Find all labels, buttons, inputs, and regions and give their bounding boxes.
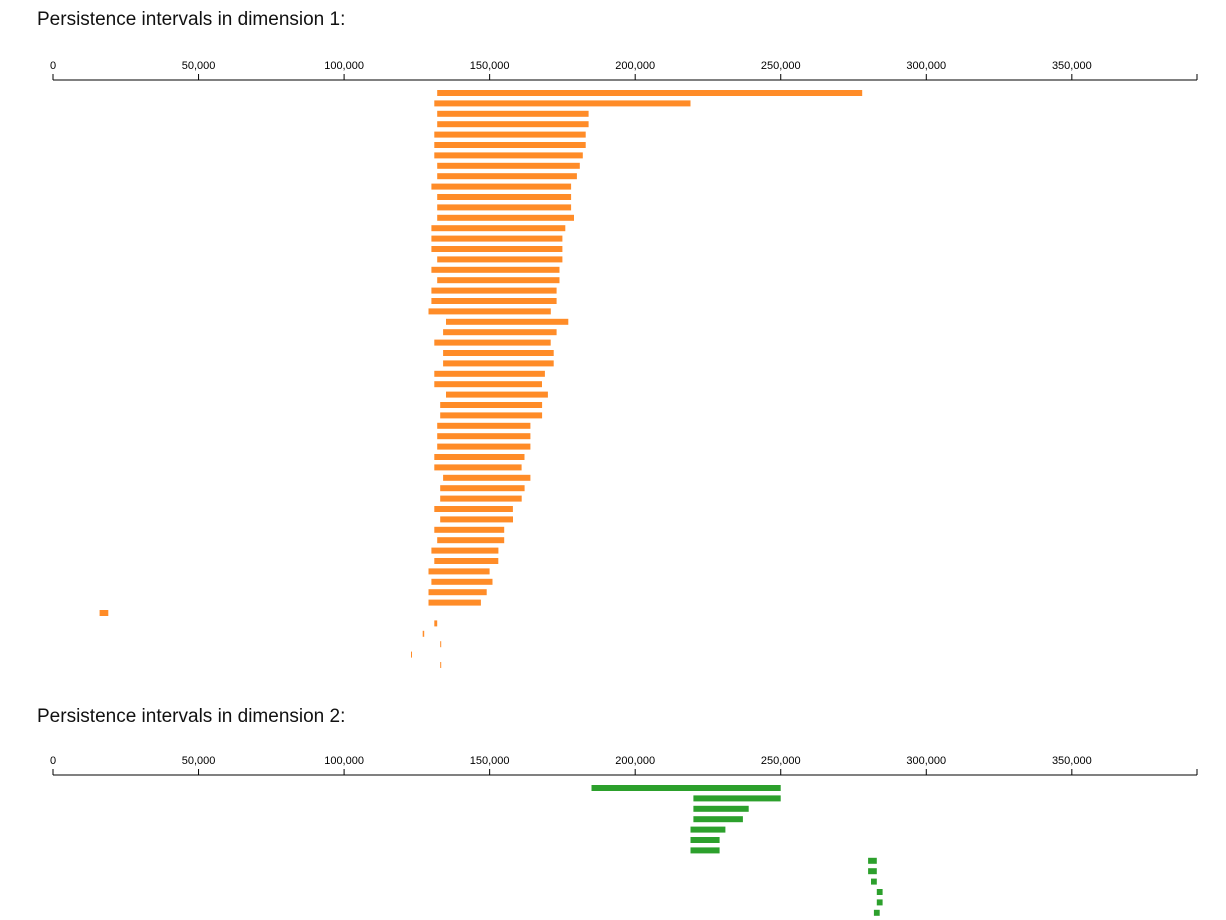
persistence-interval-bar (431, 235, 563, 242)
chart-title-dimension-1: Persistence intervals in dimension 1: (37, 9, 346, 30)
x-tick-label: 0 (50, 60, 56, 72)
persistence-interval-bar (437, 204, 572, 211)
persistence-interval-bar (437, 90, 863, 96)
persistence-interval-bar (690, 826, 726, 833)
x-tick-label: 300,000 (906, 755, 946, 767)
persistence-interval-bar (876, 889, 883, 895)
persistence-interval-bar (437, 277, 560, 284)
persistence-interval-bar (693, 795, 781, 802)
persistence-interval-bar (440, 402, 543, 408)
persistence-interval-bar (434, 620, 438, 627)
persistence-interval-bar (434, 506, 513, 512)
persistence-interval-bar (868, 868, 877, 875)
persistence-interval-bar (422, 630, 425, 637)
persistence-interval-bar (437, 256, 563, 263)
persistence-interval-bar (437, 214, 574, 221)
x-tick-label: 250,000 (761, 755, 801, 767)
persistence-interval-bar (434, 464, 522, 471)
x-tick-label: 150,000 (470, 755, 510, 767)
persistence-interval-bar (446, 318, 569, 325)
persistence-interval-bar (440, 641, 442, 648)
persistence-interval-bar (437, 162, 580, 169)
persistence-interval-bar (440, 662, 442, 668)
persistence-interval-bar (431, 547, 499, 554)
x-tick-label: 200,000 (615, 755, 655, 767)
persistence-interval-bar (443, 360, 554, 367)
persistence-interval-bar (434, 381, 542, 388)
persistence-interval-bar (443, 329, 557, 336)
persistence-interval-bar (440, 516, 513, 523)
persistence-interval-bar (873, 909, 880, 916)
persistence-interval-bar (428, 308, 551, 315)
persistence-interval-bar (440, 485, 525, 492)
persistence-interval-bar (434, 339, 551, 346)
persistence-interval-bar (434, 370, 545, 377)
persistence-interval-bar (690, 837, 720, 843)
persistence-interval-bar (434, 152, 583, 159)
persistence-interval-bar (411, 651, 412, 658)
persistence-interval-bar (431, 287, 557, 294)
persistence-interval-bar (431, 578, 493, 585)
persistence-interval-bar (434, 100, 691, 107)
persistence-interval-bar (434, 131, 586, 138)
chart-title-dimension-2: Persistence intervals in dimension 2: (37, 706, 346, 727)
persistence-interval-bar (440, 495, 522, 502)
persistence-interval-bar (437, 121, 589, 128)
persistence-interval-bar (876, 899, 883, 906)
x-tick-label: 150,000 (470, 60, 510, 72)
persistence-interval-bar (591, 785, 781, 791)
persistence-interval-bar (437, 537, 505, 544)
persistence-interval-bar (428, 589, 487, 596)
barcode-chart-dimension-1: 0 50,000 100,000 150,000 200,000 250,000 300,0… (50, 60, 1198, 668)
x-tick-label: 350,000 (1052, 755, 1092, 767)
persistence-interval-bar (440, 412, 543, 419)
persistence-interval-bar (431, 298, 557, 304)
persistence-interval-bar (428, 599, 481, 606)
persistence-interval-bar (434, 558, 499, 564)
x-tick-label: 200,000 (615, 60, 655, 72)
persistence-interval-bar (431, 266, 560, 273)
persistence-interval-bar (437, 173, 577, 180)
persistence-interval-bar (434, 526, 505, 533)
persistence-interval-bar (434, 142, 586, 148)
persistence-interval-bar (437, 110, 589, 117)
persistence-interval-bar (437, 433, 531, 440)
persistence-interval-bar (99, 610, 109, 616)
barcode-chart-dimension-2: 0 50,000 100,000 150,000 200,000 250,000 300,0… (50, 755, 1198, 916)
persistence-interval-bar (690, 847, 720, 854)
persistence-interval-bar (443, 350, 554, 356)
x-tick-label: 50,000 (182, 755, 216, 767)
persistence-interval-bar (437, 422, 531, 429)
x-tick-label: 350,000 (1052, 60, 1092, 72)
persistence-interval-bar (428, 568, 490, 575)
persistence-interval-bar (437, 194, 572, 200)
persistence-interval-bar (446, 391, 548, 398)
persistence-interval-bar (871, 878, 877, 885)
persistence-interval-bar (431, 183, 572, 190)
persistence-interval-bar (434, 454, 525, 460)
x-tick-label: 250,000 (761, 60, 801, 72)
x-tick-label: 300,000 (906, 60, 946, 72)
persistence-interval-bar (443, 474, 531, 481)
persistence-interval-bar (693, 805, 749, 812)
persistence-interval-bar (868, 857, 877, 864)
x-tick-label: 100,000 (324, 755, 364, 767)
x-tick-label: 100,000 (324, 60, 364, 72)
persistence-interval-bar (431, 225, 566, 232)
persistence-interval-bar (431, 246, 563, 252)
x-tick-label: 0 (50, 755, 56, 767)
persistence-interval-bar (437, 443, 531, 450)
persistence-interval-bar (693, 816, 743, 823)
x-tick-label: 50,000 (182, 60, 216, 72)
